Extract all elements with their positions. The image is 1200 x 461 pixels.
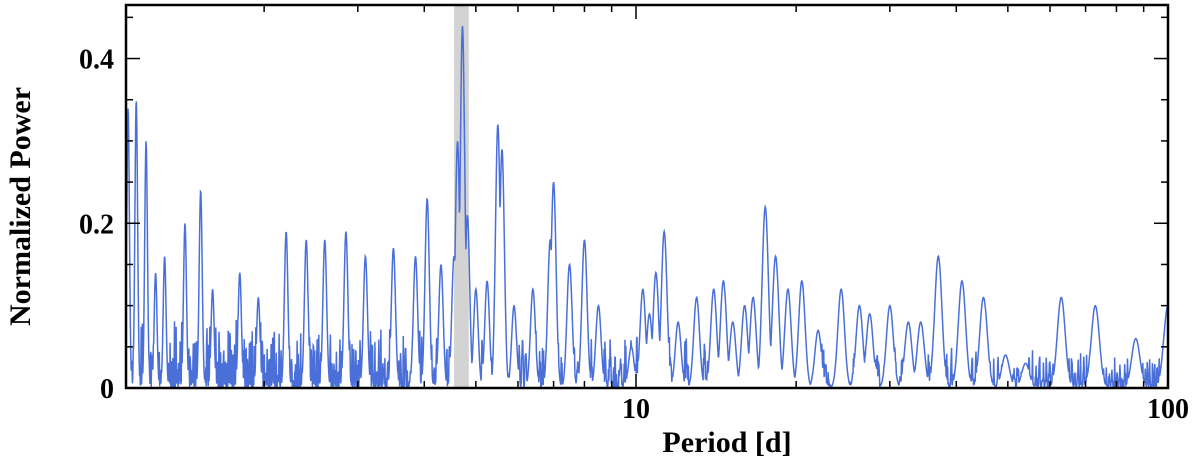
plot-frame xyxy=(124,3,1170,390)
y-tick-label: 0.4 xyxy=(79,45,114,76)
y-tick-label: 0.2 xyxy=(79,209,114,240)
power-series-line xyxy=(125,25,1169,391)
highlight-band xyxy=(454,5,469,388)
axis-tick-labels: 10 100 0 0.2 0.4 xyxy=(79,45,1189,425)
y-tick-label: 0 xyxy=(100,374,114,405)
y-axis-label: Normalized Power xyxy=(4,87,37,326)
x-tick-label: 100 xyxy=(1147,394,1189,425)
x-axis-label: Period [d] xyxy=(662,426,791,459)
x-tick-label: 10 xyxy=(622,394,650,425)
axis-ticks xyxy=(126,5,1169,389)
